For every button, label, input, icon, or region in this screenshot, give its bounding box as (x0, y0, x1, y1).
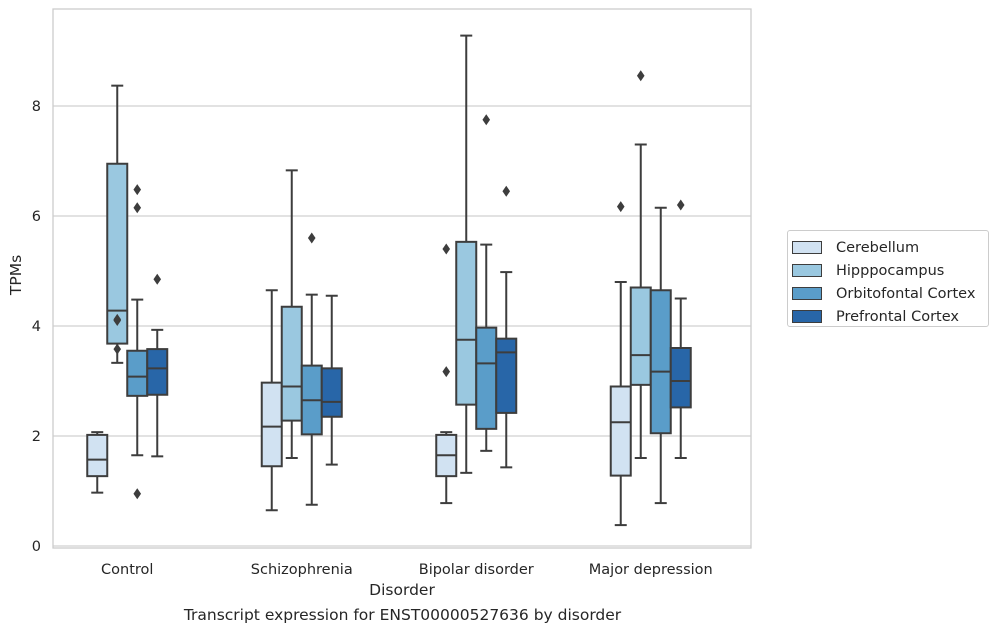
outlier-point (442, 366, 451, 378)
box-iqr (280, 305, 303, 422)
box-iqr (455, 240, 478, 406)
legend-item-orbitofrontal-cortex: Orbitofontal Cortex (788, 282, 988, 305)
outlier-point (113, 313, 122, 325)
x-tick-label-control: Control (101, 562, 153, 578)
outlier-point (482, 114, 491, 126)
box-iqr (126, 349, 149, 397)
outlier-point (676, 199, 685, 211)
boxplot-hipppocampus-major-depression (629, 70, 652, 459)
x-axis-title: Disorder (369, 581, 435, 599)
legend-label-hippocampus: Hipppocampus (836, 262, 945, 279)
boxplot-cerebellum-bipolar-disorder (435, 243, 458, 505)
legend-swatch-hippocampus (792, 264, 822, 277)
boxplot-hipppocampus-bipolar-disorder (455, 34, 478, 474)
x-tick-label-bipolar-disorder: Bipolar disorder (419, 562, 534, 578)
outlier-point (113, 343, 122, 355)
boxplot-orbitofontal-cortex-schizophrenia (300, 232, 323, 506)
chart-legend: Cerebellum Hipppocampus Orbitofontal Cor… (787, 230, 989, 327)
legend-swatch-orbitofrontal-cortex (792, 287, 822, 300)
box-iqr (629, 286, 652, 386)
box-plots (86, 34, 692, 527)
legend-item-cerebellum: Cerebellum (788, 236, 988, 259)
boxplot-orbitofontal-cortex-control (126, 184, 149, 500)
box-iqr (320, 367, 343, 418)
boxplot-prefrontal-cortex-major-depression (669, 199, 692, 459)
box-iqr (86, 433, 109, 478)
y-tick-label-8: 8 (32, 99, 41, 115)
box-iqr (495, 337, 518, 414)
box-iqr (475, 326, 498, 430)
outlier-point (307, 232, 316, 244)
legend-swatch-cerebellum (792, 241, 822, 254)
y-tick-label-6: 6 (32, 209, 41, 225)
outlier-point (616, 201, 625, 213)
y-tick-label-2: 2 (32, 429, 41, 445)
y-tick-label-4: 4 (32, 319, 41, 335)
legend-swatch-prefrontal-cortex (792, 310, 822, 323)
grid-lines (53, 105, 751, 547)
boxplot-cerebellum-major-depression (609, 201, 632, 527)
legend-label-cerebellum: Cerebellum (836, 239, 920, 256)
box-iqr (609, 385, 632, 477)
boxplot-prefrontal-cortex-control (146, 273, 169, 458)
legend-label-prefrontal-cortex: Prefrontal Cortex (836, 308, 959, 325)
box-iqr (260, 381, 283, 468)
legend-item-prefrontal-cortex: Prefrontal Cortex (788, 305, 988, 328)
outlier-point (442, 243, 451, 255)
y-tick-label-0: 0 (32, 539, 41, 555)
y-axis-title: TPMs (7, 255, 25, 296)
box-iqr (649, 289, 672, 435)
legend-label-orbitofrontal-cortex: Orbitofontal Cortex (836, 285, 976, 302)
box-iqr (669, 347, 692, 409)
boxplot-hipppocampus-control (106, 84, 129, 364)
box-iqr (146, 348, 169, 396)
boxplot-orbitofontal-cortex-major-depression (649, 206, 672, 505)
outlier-point (502, 185, 511, 197)
figure-caption: Transcript expression for ENST0000052763… (183, 606, 622, 624)
x-tick-label-major-depression: Major depression (589, 562, 713, 578)
outlier-point (133, 488, 142, 500)
boxplot-orbitofontal-cortex-bipolar-disorder (475, 114, 498, 452)
boxplot-hipppocampus-schizophrenia (280, 169, 303, 459)
outlier-point (133, 202, 142, 214)
outlier-point (636, 70, 645, 82)
plot-area-frame (52, 8, 752, 549)
boxplot-prefrontal-cortex-bipolar-disorder (495, 185, 518, 469)
outlier-point (133, 184, 142, 196)
axis-ticks: 0 2 4 6 8 Control Schizophrenia Bipolar disorde… (32, 99, 713, 578)
x-tick-label-schizophrenia: Schizophrenia (251, 562, 353, 578)
boxplot-prefrontal-cortex-schizophrenia (320, 294, 343, 466)
boxplot-cerebellum-control (86, 431, 109, 494)
boxplot-cerebellum-schizophrenia (260, 289, 283, 512)
legend-item-hippocampus: Hipppocampus (788, 259, 988, 282)
outlier-point (153, 273, 162, 285)
